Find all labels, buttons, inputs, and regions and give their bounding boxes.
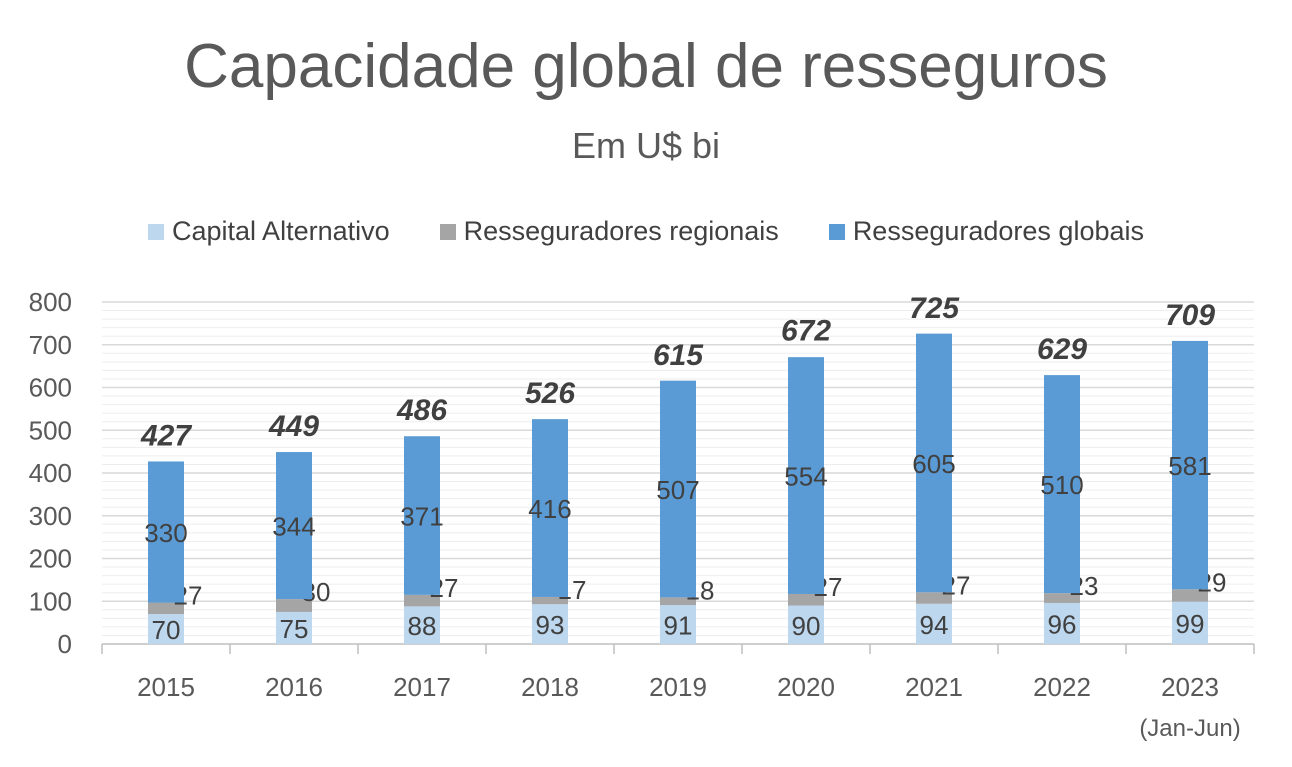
legend-item-resseguradores-regionais: Resseguradores regionais (439, 216, 779, 247)
bar-segment-capital-alternativo (532, 604, 568, 644)
total-label: 672 (781, 315, 831, 348)
y-tick-label: 400 (29, 458, 72, 488)
chart-subtitle: Em U$ bi (571, 125, 721, 166)
legend-swatch-resseguradores-regionais (439, 223, 456, 240)
bar-segment-resseguradores-globais (276, 452, 312, 600)
total-label: 526 (525, 377, 575, 410)
total-label: 709 (1165, 299, 1215, 332)
data-label: 507 (656, 475, 699, 505)
bar-segment-resseguradores-globais (916, 333, 952, 593)
y-tick-label: 800 (29, 287, 72, 317)
x-category-label: 2020 (777, 672, 835, 702)
x-category-label: 2017 (393, 672, 451, 702)
data-label: 94 (920, 610, 949, 640)
y-tick-label: 100 (29, 586, 72, 616)
bar-segment-resseguradores-regionais (788, 593, 824, 606)
data-label: 96 (1048, 609, 1077, 639)
data-label: 91 (664, 611, 693, 641)
bar-segment-resseguradores-regionais (404, 594, 440, 607)
y-tick-label: 300 (29, 501, 72, 531)
data-label: 581 (1168, 451, 1211, 481)
legend-item-capital-alternativo: Capital Alternativo (148, 216, 390, 247)
bar-segment-capital-alternativo (1044, 602, 1080, 644)
data-label: 554 (784, 462, 827, 492)
legend: Capital Alternativo Resseguradores regio… (0, 216, 1292, 247)
total-label: 486 (396, 394, 447, 427)
x-category-label: 2018 (521, 672, 579, 702)
legend-item-resseguradores-globais: Resseguradores globais (828, 216, 1144, 247)
legend-label-resseguradores-globais: Resseguradores globais (852, 216, 1144, 246)
bar-segment-resseguradores-globais (660, 380, 696, 598)
total-label: 427 (140, 419, 192, 452)
total-label: 449 (268, 410, 319, 443)
bar-segment-capital-alternativo (916, 603, 952, 644)
y-tick-label: 200 (29, 544, 72, 574)
bar-segment-resseguradores-regionais (276, 599, 312, 612)
bar-segment-resseguradores-regionais (660, 597, 696, 606)
bar-segment-resseguradores-globais (1172, 340, 1208, 590)
data-label: 93 (536, 610, 565, 640)
total-label: 725 (909, 292, 960, 325)
bar-segment-resseguradores-globais (1044, 375, 1080, 594)
bar-segment-resseguradores-globais (532, 419, 568, 597)
data-label: 70 (152, 615, 181, 645)
x-category-label: 2022 (1033, 672, 1091, 702)
data-label: 75 (280, 614, 309, 644)
bar-segment-resseguradores-globais (404, 436, 440, 595)
legend-label-capital-alternativo: Capital Alternativo (172, 216, 390, 246)
data-label: 605 (912, 449, 955, 479)
data-label: 88 (408, 611, 437, 641)
bar-segment-capital-alternativo (660, 605, 696, 644)
data-label: 344 (272, 512, 315, 542)
bar-segment-capital-alternativo (1172, 601, 1208, 644)
data-label: 90 (792, 611, 821, 641)
bar-segment-capital-alternativo (148, 614, 184, 644)
y-tick-label: 500 (29, 415, 72, 445)
data-label: 99 (1176, 609, 1205, 639)
bar-segment-resseguradores-regionais (148, 602, 184, 615)
x-category-label: 2019 (649, 672, 707, 702)
x-category-sublabel: (Jan-Jun) (1139, 715, 1240, 742)
y-tick-label: 600 (29, 373, 72, 403)
x-category-label: 2023 (1161, 672, 1219, 702)
legend-swatch-capital-alternativo (148, 223, 164, 240)
bar-segment-resseguradores-globais (148, 461, 184, 603)
x-category-label: 2015 (137, 672, 195, 702)
data-label: 510 (1040, 470, 1083, 500)
bar-segment-resseguradores-regionais (1044, 593, 1080, 603)
legend-swatch-resseguradores-globais (828, 223, 845, 240)
x-category-label: 2016 (265, 672, 323, 702)
bar-segment-capital-alternativo (276, 611, 312, 644)
bar-segment-resseguradores-regionais (916, 592, 952, 604)
x-category-label: 2021 (905, 672, 963, 702)
total-label: 629 (1037, 333, 1087, 366)
chart-title: Capacidade global de resseguros (184, 32, 1108, 101)
data-label: 371 (400, 502, 443, 532)
bar-segment-resseguradores-regionais (1172, 589, 1208, 602)
bar-segment-resseguradores-regionais (532, 596, 568, 605)
data-label: 416 (528, 494, 571, 524)
bar-segment-capital-alternativo (404, 606, 440, 644)
total-label: 615 (653, 339, 704, 372)
y-tick-label: 700 (29, 330, 72, 360)
data-label: 330 (144, 518, 187, 548)
bar-segment-resseguradores-globais (788, 357, 824, 594)
y-tick-label: 0 (58, 629, 72, 659)
legend-label-resseguradores-regionais: Resseguradores regionais (463, 216, 779, 246)
bar-segment-capital-alternativo (788, 605, 824, 644)
